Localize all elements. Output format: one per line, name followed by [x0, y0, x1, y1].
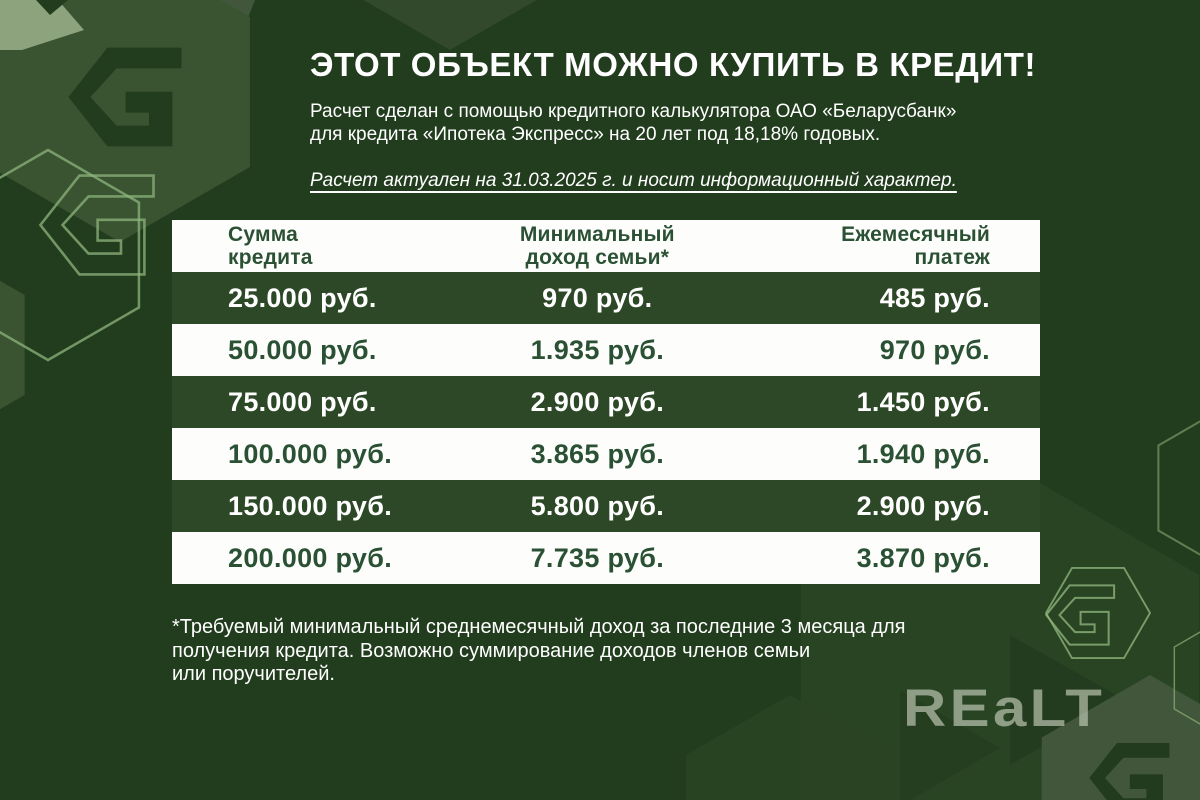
column-header-monthly-payment: Ежемесячный платеж	[728, 223, 1040, 269]
column-header-loan-sum: Сумма кредита	[172, 223, 467, 269]
column-header-monthly-payment-line2: платеж	[914, 246, 990, 269]
monthly-payment-value: 485 руб.	[879, 282, 990, 313]
calculation-description: Расчет сделан с помощью кредитного кальк…	[310, 100, 1055, 146]
loan-sum-value: 25.000 руб.	[228, 282, 377, 313]
table-row: 25.000 руб. 970 руб. 485 руб.	[172, 272, 1040, 324]
min-income-value: 2.900 руб.	[530, 386, 664, 417]
loan-sum-value: 75.000 руб.	[228, 386, 377, 417]
min-income-value: 7.735 руб.	[530, 542, 664, 573]
column-header-monthly-payment-line1: Ежемесячный	[841, 223, 990, 246]
column-header-loan-sum-line1: Сумма	[228, 223, 299, 246]
table-header-row: Сумма кредита Минимальный доход семьи* Е…	[172, 220, 1040, 272]
income-footnote-line2: получения кредита. Возможно суммирование…	[172, 639, 811, 662]
credit-table: Сумма кредита Минимальный доход семьи* Е…	[172, 220, 1040, 584]
page-title: ЭТОТ ОБЪЕКТ МОЖНО КУПИТЬ В КРЕДИТ!	[310, 46, 1037, 83]
min-income-value: 970 руб.	[542, 282, 653, 313]
loan-sum-value: 100.000 руб.	[228, 438, 393, 469]
calculation-description-line2: для кредита «Ипотека Экспресс» на 20 лет…	[310, 123, 881, 145]
income-footnote-line3: или поручителей.	[172, 663, 335, 685]
loan-sum-value: 50.000 руб.	[228, 334, 377, 365]
loan-sum-value: 150.000 руб.	[228, 490, 393, 521]
column-header-loan-sum-line2: кредита	[228, 246, 313, 269]
calculation-description-line1: Расчет сделан с помощью кредитного кальк…	[310, 100, 957, 122]
monthly-payment-value: 1.940 руб.	[856, 438, 990, 469]
monthly-payment-value: 3.870 руб.	[856, 542, 990, 573]
income-footnote-line1: *Требуемый минимальный среднемесячный до…	[172, 616, 906, 638]
min-income-value: 3.865 руб.	[530, 438, 664, 469]
income-footnote: *Требуемый минимальный среднемесячный до…	[172, 616, 1052, 687]
table-row: 75.000 руб. 2.900 руб. 1.450 руб.	[172, 376, 1040, 428]
monthly-payment-value: 2.900 руб.	[856, 490, 990, 521]
validity-note: Расчет актуален на 31.03.2025 г. и носит…	[310, 169, 957, 191]
monthly-payment-value: 970 руб.	[879, 334, 990, 365]
table-row: 200.000 руб. 7.735 руб. 3.870 руб.	[172, 532, 1040, 584]
table-row: 50.000 руб. 1.935 руб. 970 руб.	[172, 324, 1040, 376]
monthly-payment-value: 1.450 руб.	[856, 386, 990, 417]
table-row: 100.000 руб. 3.865 руб. 1.940 руб.	[172, 428, 1040, 480]
table-row: 150.000 руб. 5.800 руб. 2.900 руб.	[172, 480, 1040, 532]
realt-logo: REaLT	[903, 679, 1106, 738]
header-block: ЭТОТ ОБЪЕКТ МОЖНО КУПИТЬ В КРЕДИТ! Расче…	[310, 46, 1055, 192]
column-header-min-income: Минимальный доход семьи*	[467, 223, 727, 269]
min-income-value: 5.800 руб.	[530, 490, 664, 521]
min-income-value: 1.935 руб.	[530, 334, 664, 365]
loan-sum-value: 200.000 руб.	[228, 542, 393, 573]
column-header-min-income-line2: доход семьи*	[525, 246, 670, 269]
column-header-min-income-line1: Минимальный	[519, 223, 675, 246]
